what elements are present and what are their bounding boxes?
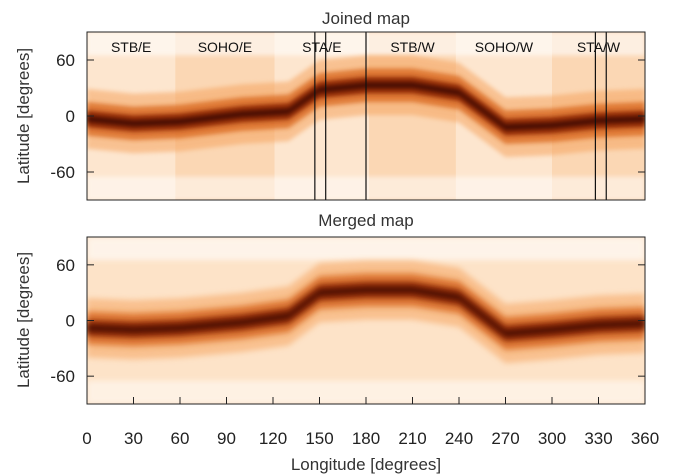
segment-label: SOHO/W xyxy=(475,39,534,55)
segment-label: STA/E xyxy=(302,39,341,55)
y-tick-label: 0 xyxy=(66,312,75,331)
bottom-x-axis-label: Longitude [degrees] xyxy=(291,455,441,474)
bottom-x-axis-ticks: 0 30 60 90 120 150 180 210 240 270 300 330 360 xyxy=(82,397,659,448)
bottom-y-axis-label: Latitude [degrees] xyxy=(14,252,33,388)
top-streamer-belt-layer xyxy=(87,81,645,131)
y-tick-label: 0 xyxy=(66,107,75,126)
x-tick-label: 300 xyxy=(538,429,566,448)
x-tick-label: 120 xyxy=(259,429,287,448)
x-tick-label: 180 xyxy=(352,429,380,448)
top-segment-labels: STB/E SOHO/E STA/E STB/W SOHO/W STA/W xyxy=(111,39,621,55)
x-tick-label: 240 xyxy=(445,429,473,448)
top-gap-lines xyxy=(314,32,607,200)
x-tick-label: 330 xyxy=(584,429,612,448)
segment-label: SOHO/E xyxy=(198,39,252,55)
top-panel-title: Joined map xyxy=(322,9,410,28)
top-y-axis-ticks: 60 0 -60 xyxy=(50,51,645,182)
bottom-panel-title: Merged map xyxy=(318,211,413,230)
y-tick-label: 60 xyxy=(56,51,75,70)
x-tick-label: 270 xyxy=(491,429,519,448)
segment-label: STA/W xyxy=(577,39,621,55)
y-tick-label: 60 xyxy=(56,256,75,275)
x-tick-label: 0 xyxy=(82,429,91,448)
bottom-north-pole-region xyxy=(87,237,645,261)
bottom-y-axis-ticks: 60 0 -60 xyxy=(50,256,645,386)
x-tick-label: 210 xyxy=(398,429,426,448)
bottom-heatmap xyxy=(87,237,645,404)
segment-label: STB/W xyxy=(390,39,435,55)
x-tick-label: 90 xyxy=(217,429,236,448)
x-tick-label: 30 xyxy=(124,429,143,448)
x-tick-label: 60 xyxy=(171,429,190,448)
segment-label: STB/E xyxy=(111,39,151,55)
y-tick-label: -60 xyxy=(50,367,75,386)
x-tick-label: 150 xyxy=(305,429,333,448)
x-tick-label: 360 xyxy=(631,429,659,448)
top-streamer-belt-layer xyxy=(87,76,645,136)
top-y-axis-label: Latitude [degrees] xyxy=(14,48,33,184)
y-tick-label: -60 xyxy=(50,163,75,182)
bottom-streamer-belt-layer xyxy=(87,286,645,337)
